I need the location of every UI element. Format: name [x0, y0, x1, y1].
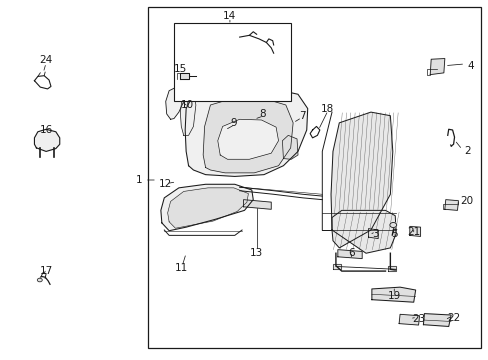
Text: 15: 15	[173, 64, 186, 74]
Text: 23: 23	[411, 314, 425, 324]
Polygon shape	[282, 135, 297, 159]
Text: 11: 11	[174, 262, 187, 273]
Polygon shape	[331, 210, 395, 253]
Text: 19: 19	[387, 291, 400, 301]
Text: 22: 22	[446, 312, 459, 323]
Text: 18: 18	[320, 104, 333, 113]
Text: 7: 7	[299, 111, 305, 121]
Text: 21: 21	[406, 227, 420, 237]
Polygon shape	[34, 129, 60, 152]
Text: 14: 14	[223, 11, 236, 21]
Polygon shape	[387, 266, 395, 271]
Polygon shape	[444, 200, 458, 210]
Text: 12: 12	[159, 179, 172, 189]
Polygon shape	[330, 112, 392, 248]
Text: 20: 20	[459, 197, 472, 206]
Text: 17: 17	[40, 266, 53, 276]
Text: 8: 8	[259, 109, 266, 119]
Text: 24: 24	[40, 55, 53, 65]
Circle shape	[389, 222, 396, 228]
Polygon shape	[167, 188, 248, 228]
Text: 16: 16	[40, 125, 53, 135]
Bar	[148, 7, 480, 348]
Text: 6: 6	[347, 248, 354, 258]
Text: 2: 2	[463, 147, 470, 157]
Polygon shape	[371, 287, 415, 302]
Polygon shape	[185, 87, 307, 176]
Polygon shape	[165, 87, 183, 119]
Polygon shape	[368, 229, 377, 239]
Polygon shape	[203, 98, 292, 173]
Text: 13: 13	[249, 248, 263, 258]
Text: 4: 4	[466, 61, 473, 71]
Polygon shape	[409, 226, 420, 237]
Polygon shape	[180, 73, 188, 79]
Text: 5: 5	[390, 229, 397, 239]
Polygon shape	[243, 200, 271, 209]
Bar	[174, 23, 290, 102]
Polygon shape	[429, 59, 444, 75]
Polygon shape	[161, 184, 253, 231]
Text: 9: 9	[230, 118, 237, 128]
Circle shape	[37, 278, 42, 282]
Text: 10: 10	[180, 100, 193, 110]
Polygon shape	[332, 264, 340, 269]
Polygon shape	[337, 249, 362, 258]
Text: 1: 1	[136, 175, 142, 185]
Polygon shape	[180, 89, 196, 135]
Polygon shape	[217, 119, 278, 159]
Text: 3: 3	[372, 229, 378, 239]
Polygon shape	[398, 314, 419, 325]
Polygon shape	[423, 314, 450, 327]
